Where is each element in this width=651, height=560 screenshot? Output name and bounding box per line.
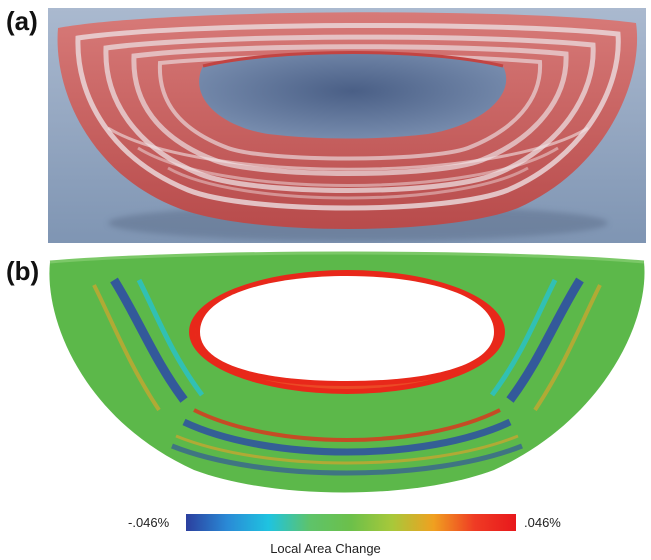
- panel-a-photo: [48, 8, 646, 243]
- panel-b-simulation: [44, 250, 650, 500]
- colorbar: [186, 514, 516, 531]
- colorbar-min-label: -.046%: [128, 515, 170, 530]
- panel-a-label: (a): [6, 6, 38, 36]
- colorbar-title: Local Area Change: [270, 541, 381, 556]
- panel-b-label: (b): [6, 256, 40, 286]
- colorbar-max-label: .046%: [524, 515, 561, 530]
